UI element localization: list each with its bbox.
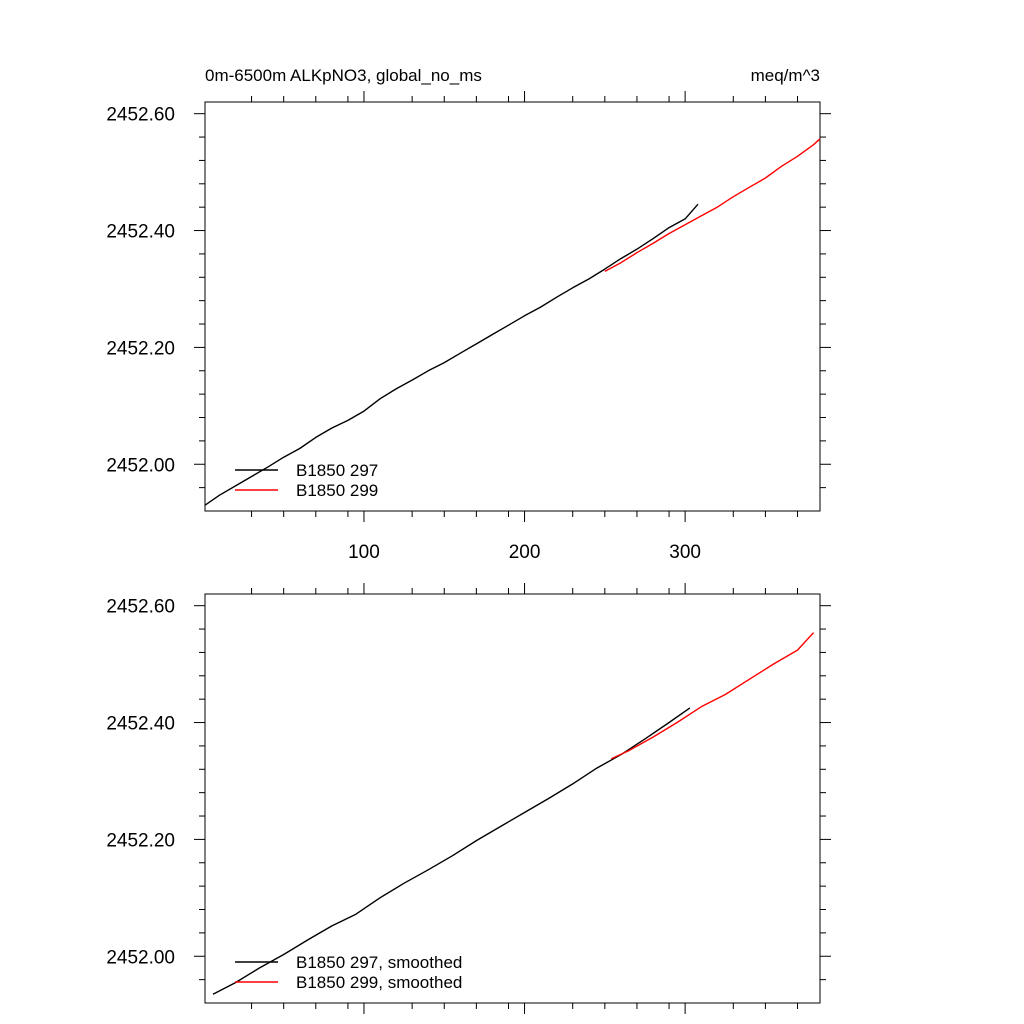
bottom-panel: 2452.00 2452.20 2452.40 2452.60 B1850 297, s… xyxy=(106,583,831,1014)
figure-title: 0m-6500m ALKpNO3, global_no_ms xyxy=(205,66,482,85)
series-line-b1850-299 xyxy=(604,138,821,273)
x-tick-label: 200 xyxy=(509,542,541,563)
units-label: meq/m^3 xyxy=(751,66,820,85)
legend-label: B1850 297, smoothed xyxy=(296,953,462,972)
series-line-b1850-299 xyxy=(611,632,815,760)
y-tick-label: 2452.40 xyxy=(106,714,175,735)
top-panel: 2452.00 2452.20 2452.40 2452.60 100 200 300 B18… xyxy=(106,91,831,563)
x-tick-label: 300 xyxy=(669,542,701,563)
y-tick-label: 2452.00 xyxy=(106,947,175,968)
series-line-b1850-297 xyxy=(204,203,699,506)
y-tick-label: 2452.00 xyxy=(106,455,175,476)
y-tick-label: 2452.40 xyxy=(106,222,175,243)
series-line-b1850-297 xyxy=(212,707,691,995)
y-tick-label: 2452.20 xyxy=(106,338,175,359)
y-tick-label: 2452.60 xyxy=(106,597,175,618)
legend-label: B1850 297 xyxy=(296,461,378,480)
x-tick-label: 100 xyxy=(348,542,380,563)
legend-label: B1850 299 xyxy=(296,481,378,500)
y-tick-label: 2452.60 xyxy=(106,105,175,126)
legend-label: B1850 299, smoothed xyxy=(296,973,462,992)
y-tick-label: 2452.20 xyxy=(106,830,175,851)
plot-frame xyxy=(204,593,821,1004)
plot-frame xyxy=(204,101,821,512)
